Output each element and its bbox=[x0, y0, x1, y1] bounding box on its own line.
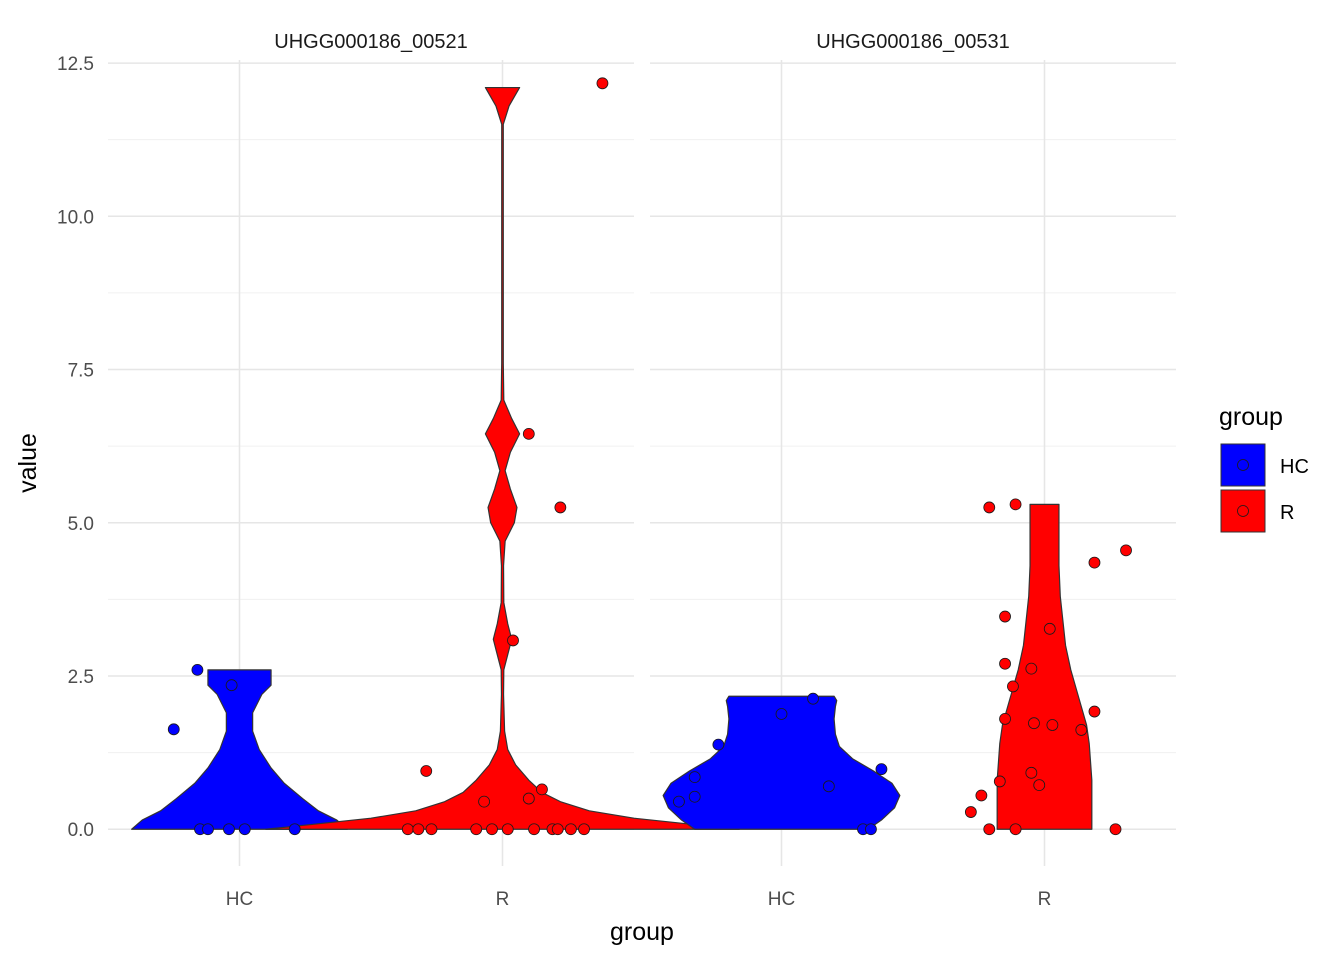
legend-title: group bbox=[1219, 403, 1283, 431]
data-point-r bbox=[420, 765, 433, 777]
data-point-r bbox=[1009, 823, 1022, 836]
data-point-r bbox=[999, 610, 1011, 623]
legend-point-icon bbox=[1237, 459, 1249, 471]
data-point-r bbox=[528, 823, 540, 836]
data-point-r bbox=[1025, 766, 1038, 779]
data-point-r bbox=[554, 501, 567, 514]
chart-panels: UHGG000186_00521 HC R UHGG000186_00531 HC R bbox=[131, 31, 1132, 910]
data-point-r bbox=[999, 657, 1011, 670]
data-point-hc bbox=[238, 823, 251, 836]
legend-label: R bbox=[1280, 502, 1294, 524]
data-point-r bbox=[1088, 556, 1101, 569]
data-point-r bbox=[975, 789, 988, 802]
y-axis-title: value bbox=[14, 433, 42, 493]
violin-hc bbox=[662, 695, 901, 830]
y-axis: 0.0 2.5 5.0 7.5 10.0 12.5 bbox=[57, 54, 94, 841]
panel-title: UHGG000186_00521 bbox=[274, 31, 467, 53]
violin-r bbox=[996, 503, 1093, 830]
y-tick-label: 7.5 bbox=[68, 361, 94, 382]
data-point-r bbox=[1075, 724, 1088, 736]
data-point-r bbox=[983, 823, 996, 836]
violin-hc bbox=[131, 669, 348, 830]
data-point-hc bbox=[688, 771, 701, 784]
data-point-r bbox=[983, 501, 996, 514]
data-point-r bbox=[999, 713, 1011, 725]
data-point-hc bbox=[822, 780, 835, 793]
x-tick-label: R bbox=[1038, 889, 1052, 910]
x-axis-title: group bbox=[610, 918, 674, 946]
data-point-hc bbox=[865, 823, 877, 836]
data-point-r bbox=[551, 823, 564, 836]
data-point-r bbox=[1007, 680, 1019, 693]
panel-2: UHGG000186_00531 HC R bbox=[662, 31, 1132, 910]
data-point-r bbox=[1009, 498, 1022, 511]
data-point-r bbox=[412, 823, 425, 836]
data-point-r bbox=[425, 823, 438, 836]
data-point-r bbox=[578, 823, 590, 836]
data-point-r bbox=[522, 427, 535, 440]
data-point-r bbox=[1088, 705, 1101, 718]
data-point-hc bbox=[673, 795, 685, 808]
data-point-r bbox=[1033, 779, 1046, 791]
data-point-r bbox=[993, 775, 1006, 788]
data-point-hc bbox=[167, 723, 180, 736]
data-point-hc bbox=[202, 823, 214, 836]
data-point-hc bbox=[712, 738, 725, 751]
x-tick-label: HC bbox=[768, 889, 795, 910]
data-point-r bbox=[1025, 662, 1038, 675]
data-point-hc bbox=[688, 790, 701, 803]
y-tick-label: 5.0 bbox=[68, 514, 94, 535]
data-point-hc bbox=[191, 663, 204, 676]
data-point-hc bbox=[775, 708, 788, 720]
data-point-r bbox=[596, 77, 609, 90]
data-point-r bbox=[1109, 823, 1122, 836]
data-point-hc bbox=[875, 763, 888, 776]
data-point-hc bbox=[288, 823, 301, 836]
violin-r bbox=[265, 86, 740, 830]
legend-entries: HC R bbox=[1220, 443, 1309, 533]
data-point-r bbox=[964, 806, 977, 818]
panel-title: UHGG000186_00531 bbox=[816, 31, 1009, 53]
data-point-r bbox=[564, 823, 577, 836]
data-point-r bbox=[1028, 717, 1040, 730]
data-point-r bbox=[507, 634, 519, 647]
y-tick-label: 0.0 bbox=[68, 820, 94, 841]
panel-1: UHGG000186_00521 HC R bbox=[131, 31, 740, 910]
data-point-r bbox=[1120, 544, 1132, 557]
legend: group HC R bbox=[1219, 403, 1309, 533]
data-point-r bbox=[536, 783, 548, 796]
data-point-r bbox=[522, 792, 535, 805]
legend-label: HC bbox=[1280, 456, 1309, 478]
legend-entry-r: R bbox=[1220, 489, 1294, 533]
data-point-r bbox=[501, 823, 514, 836]
data-point-r bbox=[478, 795, 490, 808]
x-tick-label: HC bbox=[226, 889, 253, 910]
legend-entry-hc: HC bbox=[1220, 443, 1309, 487]
y-tick-label: 10.0 bbox=[57, 207, 94, 228]
data-point-r bbox=[486, 823, 498, 836]
data-point-r bbox=[470, 823, 483, 836]
legend-point-icon bbox=[1237, 505, 1249, 517]
data-point-hc bbox=[807, 692, 819, 705]
data-point-r bbox=[1046, 719, 1059, 731]
x-tick-label: R bbox=[496, 889, 510, 910]
data-point-r bbox=[401, 823, 414, 836]
data-point-hc bbox=[223, 823, 235, 836]
data-point-hc bbox=[225, 679, 238, 692]
data-point-r bbox=[1043, 622, 1056, 635]
y-tick-label: 2.5 bbox=[68, 667, 94, 688]
y-tick-label: 12.5 bbox=[57, 54, 94, 75]
legend-swatch bbox=[1220, 443, 1266, 487]
